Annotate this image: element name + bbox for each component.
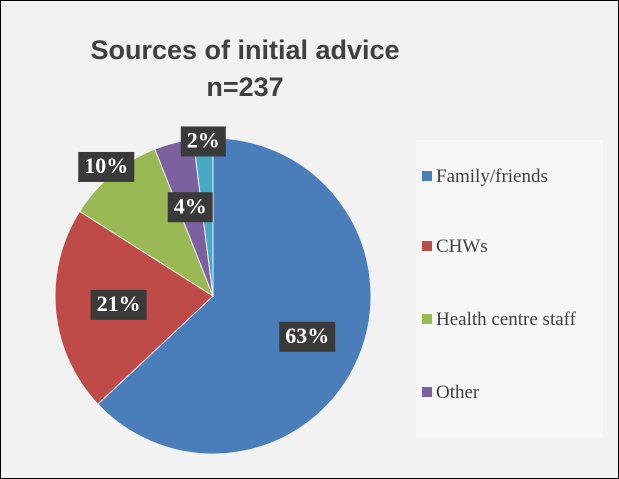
legend-label: Health centre staff xyxy=(436,309,576,330)
data-label: 21% xyxy=(90,289,147,320)
legend-swatch xyxy=(422,387,432,397)
data-label-text: 21% xyxy=(97,291,141,316)
legend-swatch xyxy=(422,171,432,181)
data-label-text: 2% xyxy=(187,128,220,153)
legend-label: Other xyxy=(436,382,480,403)
data-label: 2% xyxy=(180,126,226,157)
data-label-box xyxy=(180,126,226,157)
legend-entry: CHWs xyxy=(422,232,600,261)
legend-entry: Family/friends xyxy=(422,162,600,191)
legend-entry: Other xyxy=(422,378,600,407)
pie-slice xyxy=(97,137,372,455)
data-label: 10% xyxy=(78,151,135,182)
data-label-box xyxy=(279,321,336,352)
data-label-box xyxy=(167,192,213,223)
data-label: 4% xyxy=(167,192,213,223)
legend-swatch xyxy=(422,241,432,251)
legend-label: CHWs xyxy=(436,236,488,257)
chart-title: Sources of initial advice xyxy=(90,35,399,65)
data-label-box xyxy=(90,289,147,320)
data-label-text: 4% xyxy=(174,193,207,218)
legend: Family/friends CHWs Health centre staff Oth… xyxy=(416,140,603,438)
legend-entry: Health centre staff xyxy=(422,305,600,334)
data-label: 63% xyxy=(279,321,336,352)
legend-label: Family/friends xyxy=(436,166,548,187)
chart-subtitle: n=237 xyxy=(206,72,283,102)
data-label-text: 63% xyxy=(285,323,329,348)
data-label-text: 10% xyxy=(84,153,128,178)
legend-swatch xyxy=(422,314,432,324)
data-label-box xyxy=(78,151,135,182)
